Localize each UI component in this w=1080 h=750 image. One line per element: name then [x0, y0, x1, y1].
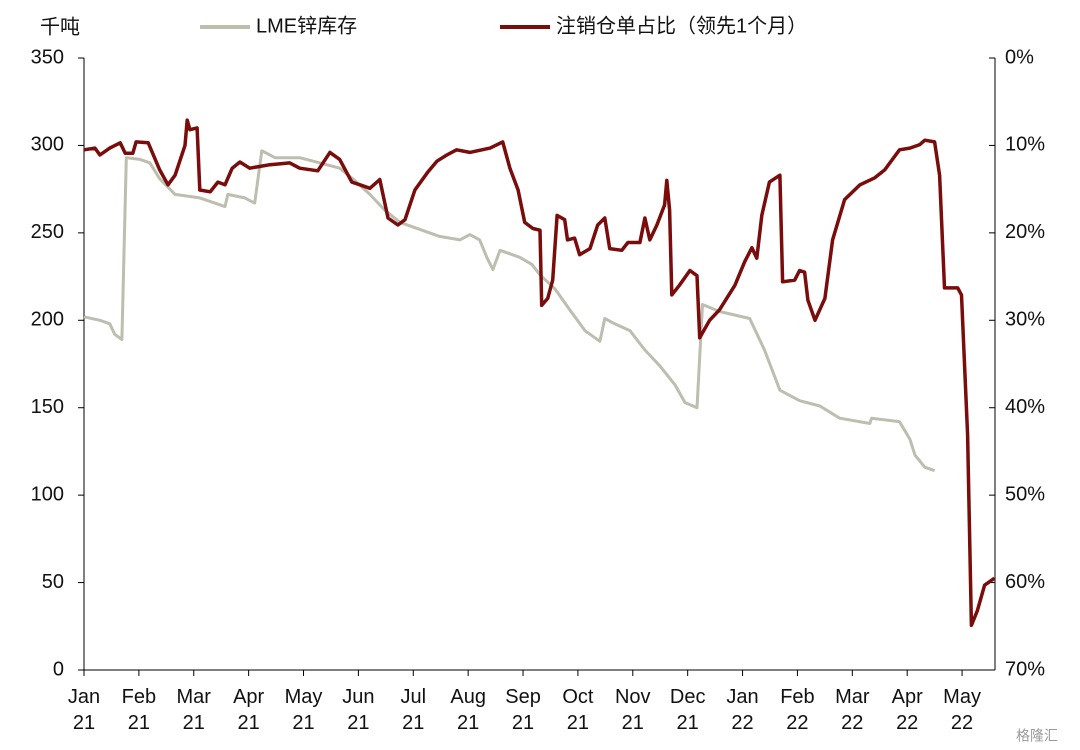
x-tick-label: Aug 21 — [450, 686, 486, 734]
y-tick-label: 200 — [31, 309, 64, 331]
x-tick-label: Nov 21 — [614, 686, 651, 734]
y-tick-label: 150 — [31, 396, 64, 418]
y-tick-label: 100 — [31, 483, 64, 505]
y2-tick-label: 0% — [1005, 46, 1034, 68]
x-tick-label: Feb 22 — [780, 686, 815, 734]
x-tick-label: Apr 21 — [233, 686, 265, 734]
y-axis-title: 千吨 — [40, 15, 80, 38]
x-tick-label: Apr 22 — [891, 686, 923, 734]
y2-tick-label: 50% — [1005, 483, 1045, 505]
x-tick-label: Feb 21 — [121, 686, 157, 734]
x-tick-label: Dec 21 — [669, 686, 706, 734]
legend-label: LME锌库存 — [256, 14, 357, 37]
y-tick-label: 250 — [31, 221, 64, 243]
x-tick-label: Mar 21 — [176, 686, 211, 734]
y2-tick-label: 60% — [1005, 571, 1045, 593]
y-tick-label: 50 — [42, 571, 64, 593]
y2-tick-label: 20% — [1005, 221, 1045, 243]
watermark: 格隆汇 — [1016, 728, 1058, 744]
x-tick-label: Sep 21 — [505, 686, 541, 734]
series-line — [83, 118, 996, 628]
x-tick-label: Oct 21 — [562, 686, 594, 734]
y2-tick-label: 30% — [1005, 309, 1045, 331]
y-tick-label: 350 — [31, 46, 64, 68]
x-tick-label: Jul 21 — [400, 686, 427, 734]
y-tick-label: 300 — [31, 134, 64, 156]
y2-tick-label: 40% — [1005, 396, 1045, 418]
x-tick-label: May 22 — [943, 686, 981, 734]
series-line — [83, 149, 936, 473]
x-tick-label: Jan 21 — [67, 686, 101, 734]
y2-tick-label: 70% — [1005, 658, 1045, 680]
y-tick-label: 0 — [53, 658, 64, 680]
x-tick-label: May 21 — [284, 686, 323, 734]
legend-label: 注销仓单占比（领先1个月） — [556, 14, 807, 37]
x-tick-label: Jun 21 — [342, 686, 375, 734]
x-tick-label: Jan 22 — [726, 686, 759, 734]
x-tick-label: Mar 22 — [835, 686, 870, 734]
y2-tick-label: 10% — [1005, 134, 1045, 156]
